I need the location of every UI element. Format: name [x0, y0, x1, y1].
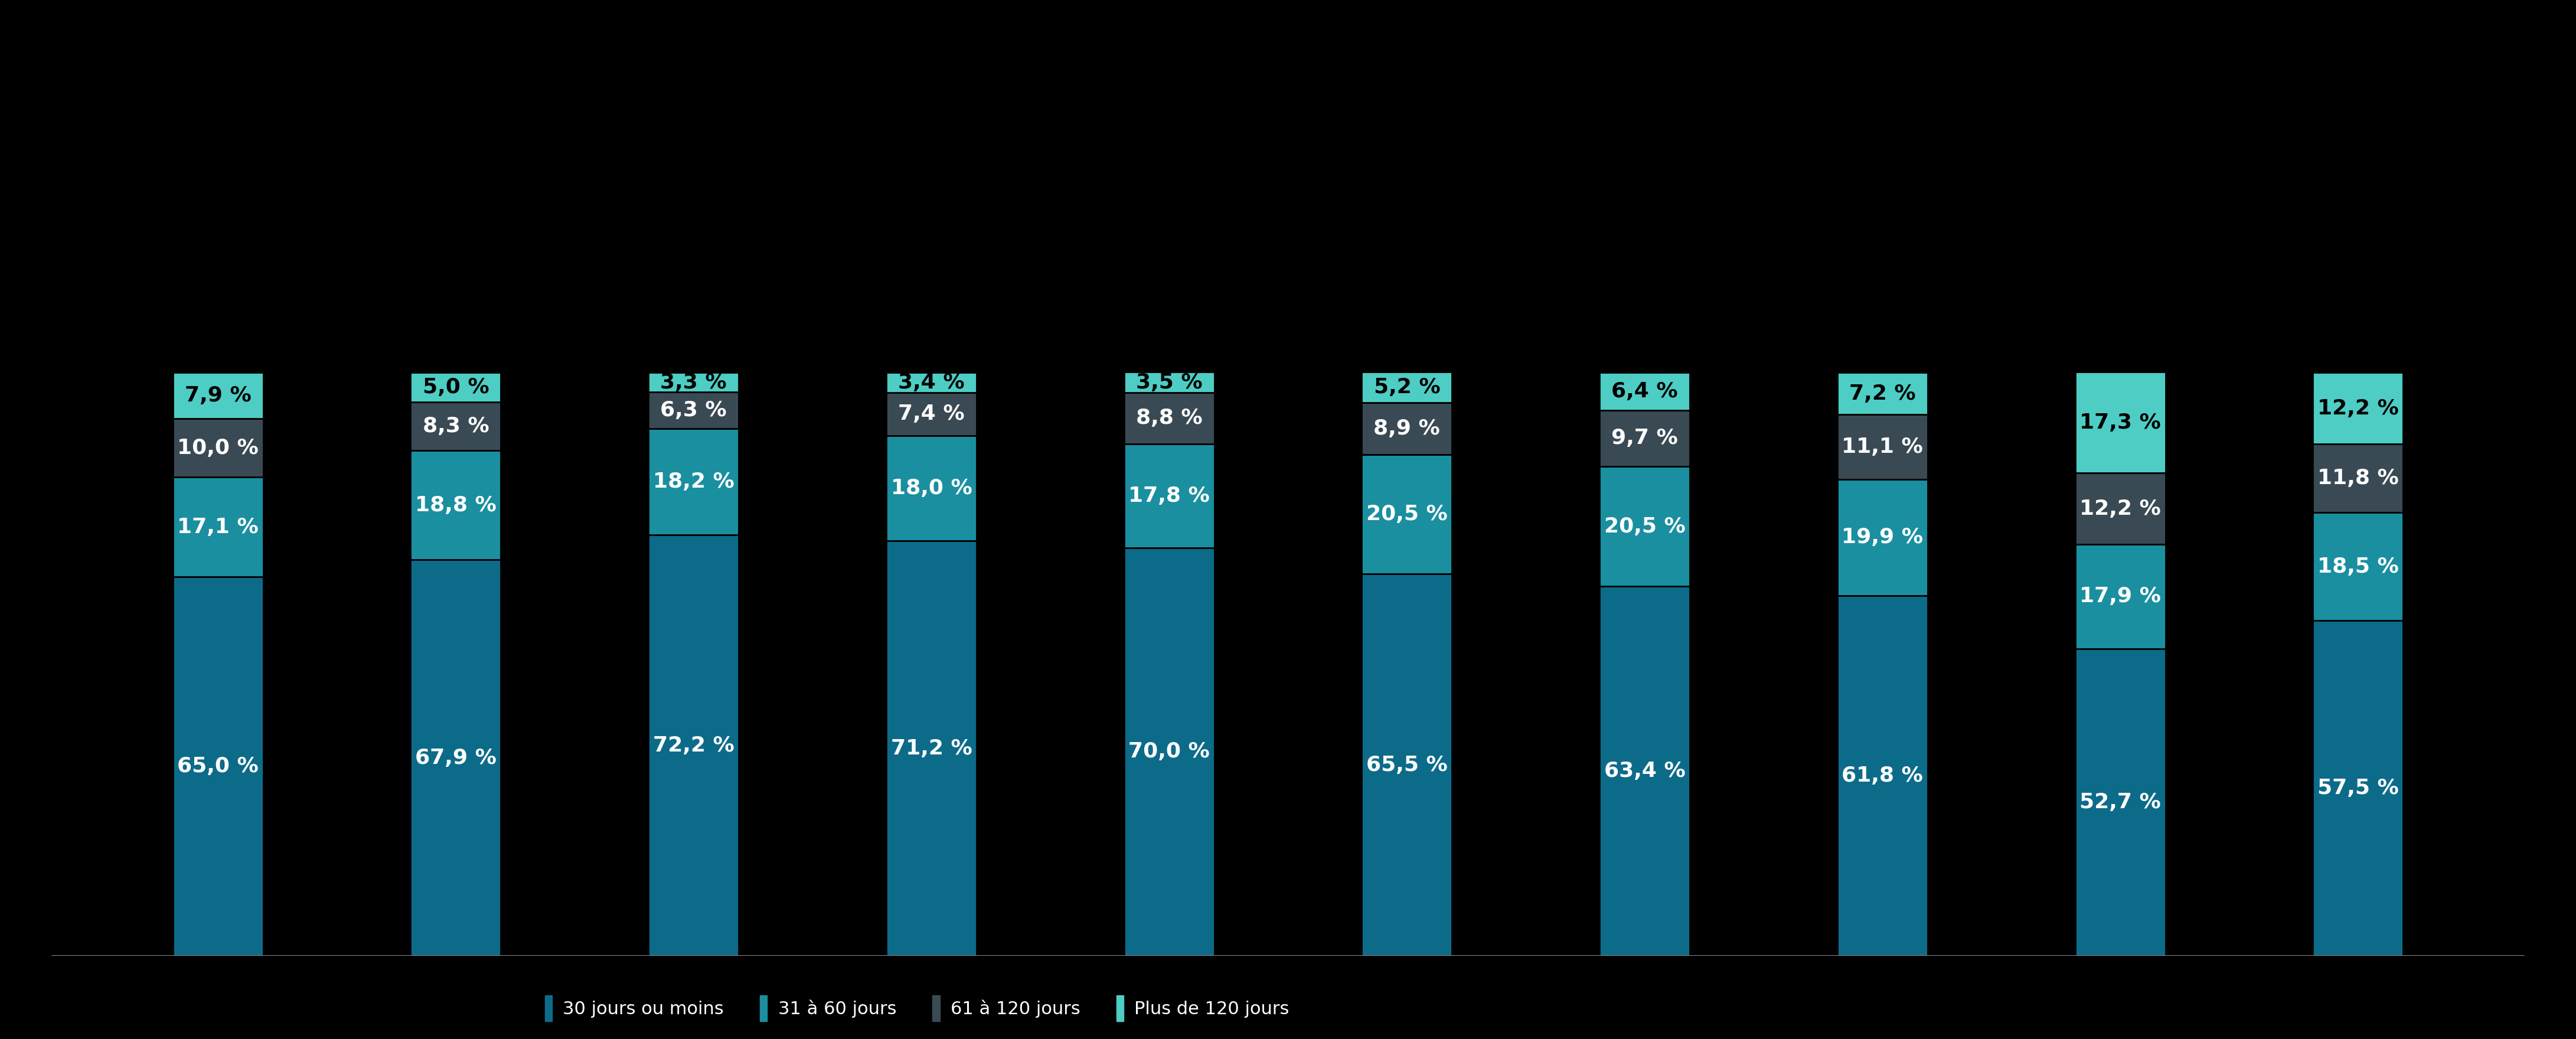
Bar [1123, 372, 1213, 393]
Bar [2076, 473, 2166, 544]
Bar [1123, 444, 1213, 548]
Bar [1363, 574, 1453, 956]
Text: 52,7 %: 52,7 % [2079, 792, 2161, 812]
Text: 11,8 %: 11,8 % [2318, 469, 2398, 488]
Text: 11,1 %: 11,1 % [1842, 437, 1924, 457]
Bar [886, 540, 976, 956]
Text: 3,3 %: 3,3 % [659, 372, 726, 393]
Bar [2313, 444, 2403, 512]
Text: 7,2 %: 7,2 % [1850, 383, 1917, 404]
Text: 18,5 %: 18,5 % [2318, 557, 2398, 577]
Bar [1600, 373, 1690, 410]
Bar [2076, 372, 2166, 473]
Text: 19,9 %: 19,9 % [1842, 528, 1924, 548]
Text: 18,8 %: 18,8 % [415, 495, 497, 515]
Text: 17,3 %: 17,3 % [2079, 412, 2161, 432]
Bar [2313, 512, 2403, 620]
Text: 71,2 %: 71,2 % [891, 739, 971, 758]
Bar [1837, 373, 1927, 415]
Text: 67,9 %: 67,9 % [415, 748, 497, 768]
Text: 3,5 %: 3,5 % [1136, 372, 1203, 393]
Text: 8,9 %: 8,9 % [1373, 419, 1440, 438]
Bar [649, 535, 739, 956]
Bar [410, 560, 500, 956]
Text: 20,5 %: 20,5 % [1365, 504, 1448, 524]
Bar [1363, 402, 1453, 454]
Bar [410, 402, 500, 450]
Text: 5,0 %: 5,0 % [422, 377, 489, 397]
Bar [2313, 620, 2403, 956]
Text: 17,8 %: 17,8 % [1128, 485, 1211, 506]
Text: 12,2 %: 12,2 % [2318, 398, 2398, 419]
Text: 63,4 %: 63,4 % [1605, 761, 1685, 781]
Text: 65,5 %: 65,5 % [1365, 755, 1448, 775]
Text: 6,3 %: 6,3 % [659, 400, 726, 421]
Bar [1123, 393, 1213, 444]
Text: 72,2 %: 72,2 % [652, 736, 734, 755]
Bar [886, 435, 976, 540]
Bar [2313, 373, 2403, 444]
Bar [1837, 415, 1927, 479]
Text: 8,3 %: 8,3 % [422, 416, 489, 436]
Bar [1837, 479, 1927, 595]
Bar [649, 373, 739, 392]
Text: 18,0 %: 18,0 % [891, 478, 971, 499]
Bar [649, 429, 739, 535]
Text: 6,4 %: 6,4 % [1613, 381, 1677, 401]
Text: 57,5 %: 57,5 % [2318, 778, 2398, 798]
Bar [886, 393, 976, 435]
Bar [1837, 595, 1927, 956]
Bar [410, 373, 500, 402]
Bar [1363, 454, 1453, 574]
Bar [2076, 544, 2166, 648]
Text: 5,2 %: 5,2 % [1373, 377, 1440, 397]
Text: 7,9 %: 7,9 % [185, 385, 252, 406]
Text: 18,2 %: 18,2 % [652, 472, 734, 491]
Text: 10,0 %: 10,0 % [178, 437, 258, 458]
Text: 7,4 %: 7,4 % [899, 404, 963, 424]
Text: 65,0 %: 65,0 % [178, 756, 258, 776]
Text: 8,8 %: 8,8 % [1136, 408, 1203, 428]
Bar [1600, 467, 1690, 586]
Bar [1363, 372, 1453, 402]
Text: 70,0 %: 70,0 % [1128, 742, 1211, 762]
Bar [173, 477, 263, 577]
Text: 20,5 %: 20,5 % [1605, 516, 1685, 536]
Bar [410, 450, 500, 560]
Bar [2076, 648, 2166, 956]
Text: 9,7 %: 9,7 % [1613, 428, 1677, 449]
Bar [1123, 548, 1213, 956]
Legend: 30 jours ou moins, 31 à 60 jours, 61 à 120 jours, Plus de 120 jours: 30 jours ou moins, 31 à 60 jours, 61 à 1… [538, 988, 1296, 1029]
Bar [1600, 410, 1690, 467]
Bar [1600, 586, 1690, 956]
Bar [173, 577, 263, 956]
Text: 3,4 %: 3,4 % [899, 373, 963, 393]
Text: 12,2 %: 12,2 % [2079, 499, 2161, 518]
Bar [886, 373, 976, 393]
Bar [649, 392, 739, 429]
Text: 61,8 %: 61,8 % [1842, 766, 1924, 785]
Bar [173, 373, 263, 419]
Bar [173, 419, 263, 477]
Text: 17,1 %: 17,1 % [178, 517, 258, 537]
Text: 17,9 %: 17,9 % [2079, 586, 2161, 607]
